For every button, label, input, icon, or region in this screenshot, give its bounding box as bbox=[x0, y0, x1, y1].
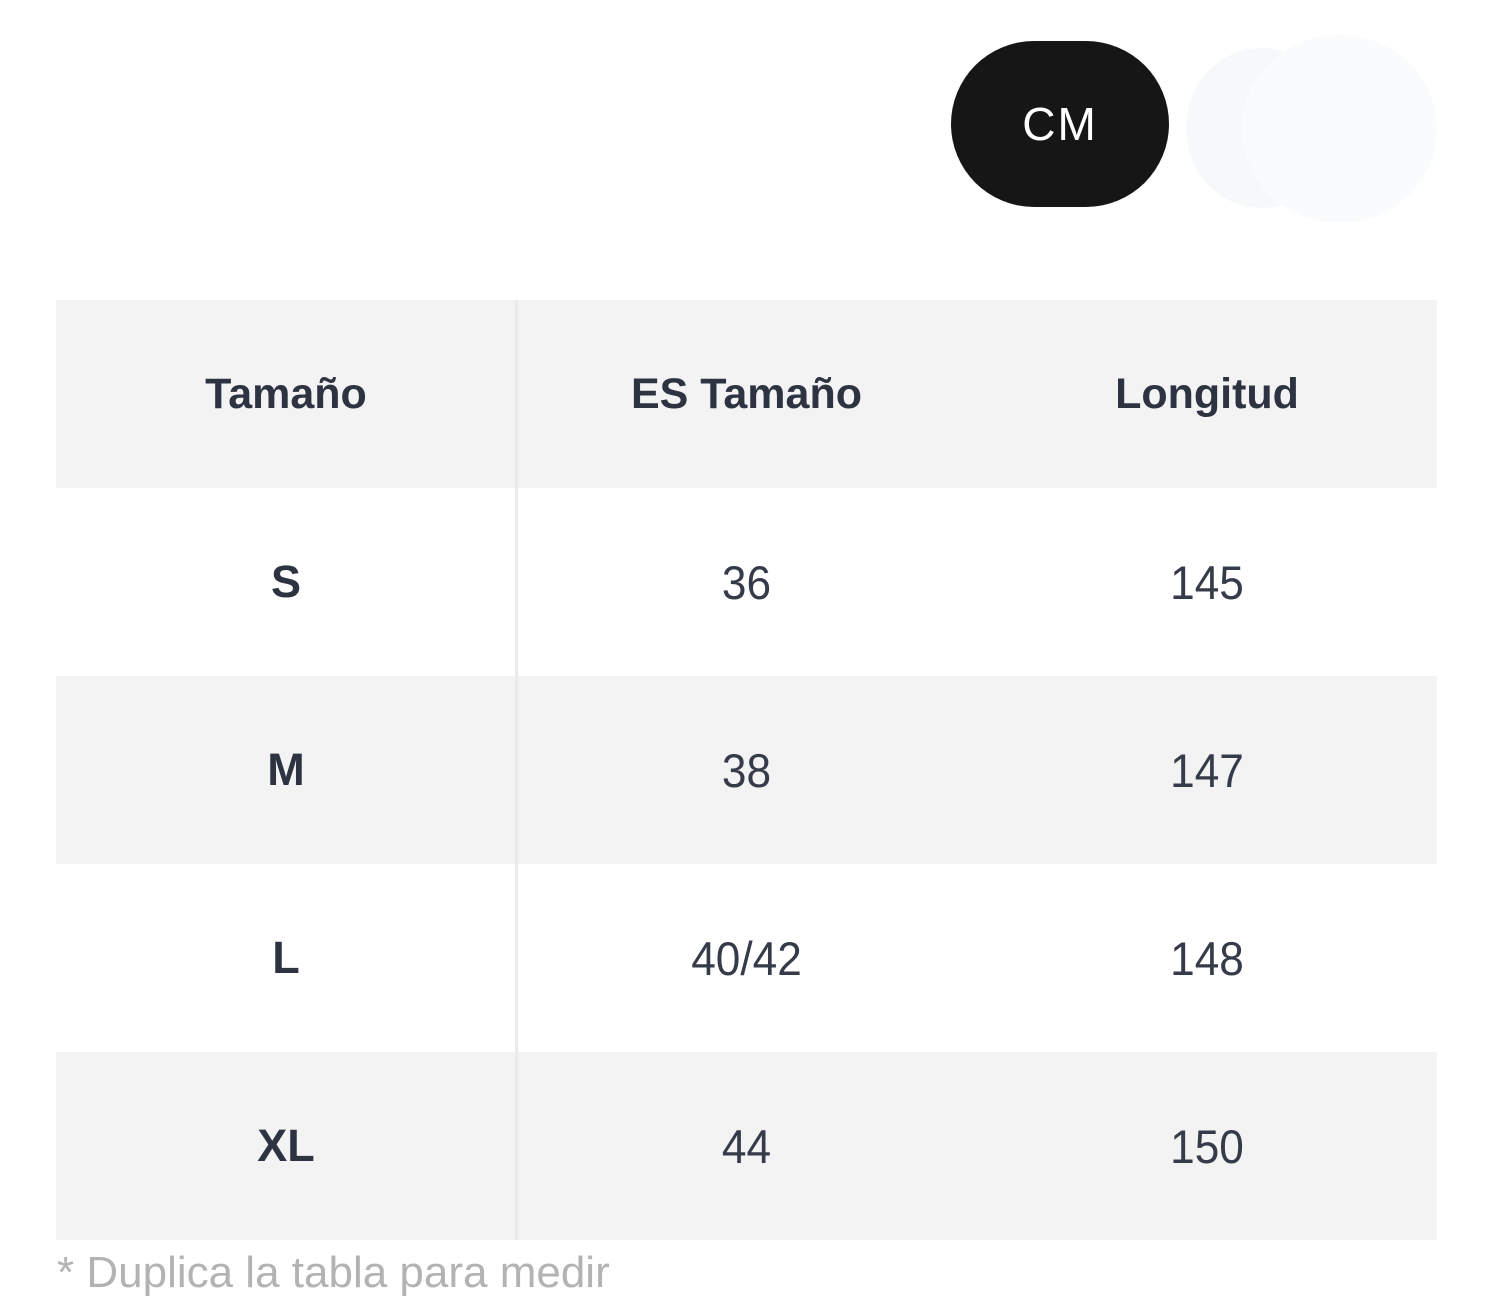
table-row: M 38 147 bbox=[56, 676, 1437, 864]
footnote-partial-text: * Duplica la tabla para medir bbox=[57, 1248, 610, 1297]
size-label: S bbox=[270, 556, 301, 607]
es-size-value: 44 bbox=[721, 1119, 772, 1173]
table-row: L 40/42 148 bbox=[56, 864, 1437, 1052]
column-header-longitud: Longitud bbox=[1115, 369, 1299, 418]
table-header-row: Tamaño ES Tamaño Longitud bbox=[56, 300, 1437, 488]
cm-unit-label: CM bbox=[1022, 98, 1098, 150]
es-size-value: 38 bbox=[721, 743, 772, 797]
length-value: 145 bbox=[1170, 555, 1244, 609]
size-table: Tamaño ES Tamaño Longitud S 36 145 M 38 … bbox=[56, 300, 1437, 1240]
es-size-value: 40/42 bbox=[691, 931, 802, 985]
size-label: L bbox=[272, 932, 300, 983]
table-row: S 36 145 bbox=[56, 488, 1437, 676]
size-label: M bbox=[267, 744, 305, 795]
cm-unit-button[interactable]: CM bbox=[951, 41, 1169, 207]
length-value: 148 bbox=[1170, 931, 1244, 985]
unit-toggle: CM bbox=[0, 0, 1493, 240]
size-label: XL bbox=[257, 1120, 315, 1171]
length-value: 147 bbox=[1170, 743, 1244, 797]
inactive-unit-button[interactable] bbox=[1242, 35, 1437, 223]
table-row: XL 44 150 bbox=[56, 1052, 1437, 1240]
column-header-es-tamano: ES Tamaño bbox=[631, 369, 862, 418]
column-divider bbox=[515, 300, 518, 1240]
es-size-value: 36 bbox=[721, 555, 772, 609]
length-value: 150 bbox=[1170, 1119, 1244, 1173]
column-header-tamano: Tamaño bbox=[205, 369, 367, 418]
